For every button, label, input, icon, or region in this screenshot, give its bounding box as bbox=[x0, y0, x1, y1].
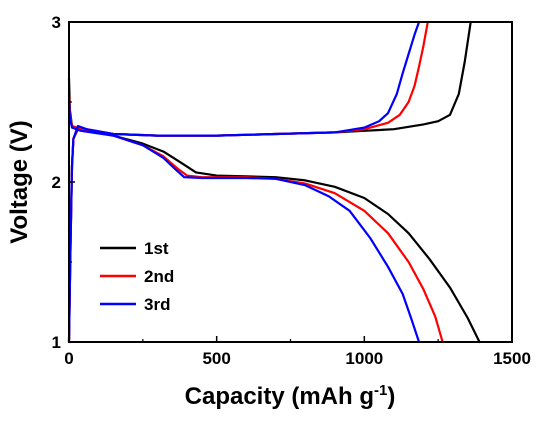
series-3rd-discharge-line bbox=[67, 100, 421, 344]
x-tick-label: 0 bbox=[64, 349, 73, 368]
x-axis-title: Capacity (mAh g-1) bbox=[185, 382, 396, 410]
series-1st-discharge-line bbox=[67, 76, 481, 344]
series-1st-charge-line bbox=[67, 20, 472, 344]
legend-label-3rd: 3rd bbox=[144, 295, 170, 314]
y-tick-label: 3 bbox=[52, 13, 61, 32]
y-tick-label: 2 bbox=[52, 173, 61, 192]
y-tick-label: 1 bbox=[52, 333, 61, 352]
series-3rd-charge-line bbox=[67, 20, 421, 344]
x-tick-label: 1000 bbox=[345, 349, 383, 368]
series-layer bbox=[67, 20, 481, 344]
legend-label-1st: 1st bbox=[144, 239, 169, 258]
legend: 1st 2nd 3rd bbox=[100, 239, 174, 314]
x-tick-label: 500 bbox=[202, 349, 230, 368]
x-tick-label: 1500 bbox=[493, 349, 531, 368]
y-axis-title: Voltage (V) bbox=[6, 120, 33, 244]
legend-label-2nd: 2nd bbox=[144, 267, 174, 286]
series-2nd-charge-line bbox=[67, 20, 429, 344]
axes-layer: 0 500 1000 1500 1 2 3 bbox=[52, 13, 531, 368]
